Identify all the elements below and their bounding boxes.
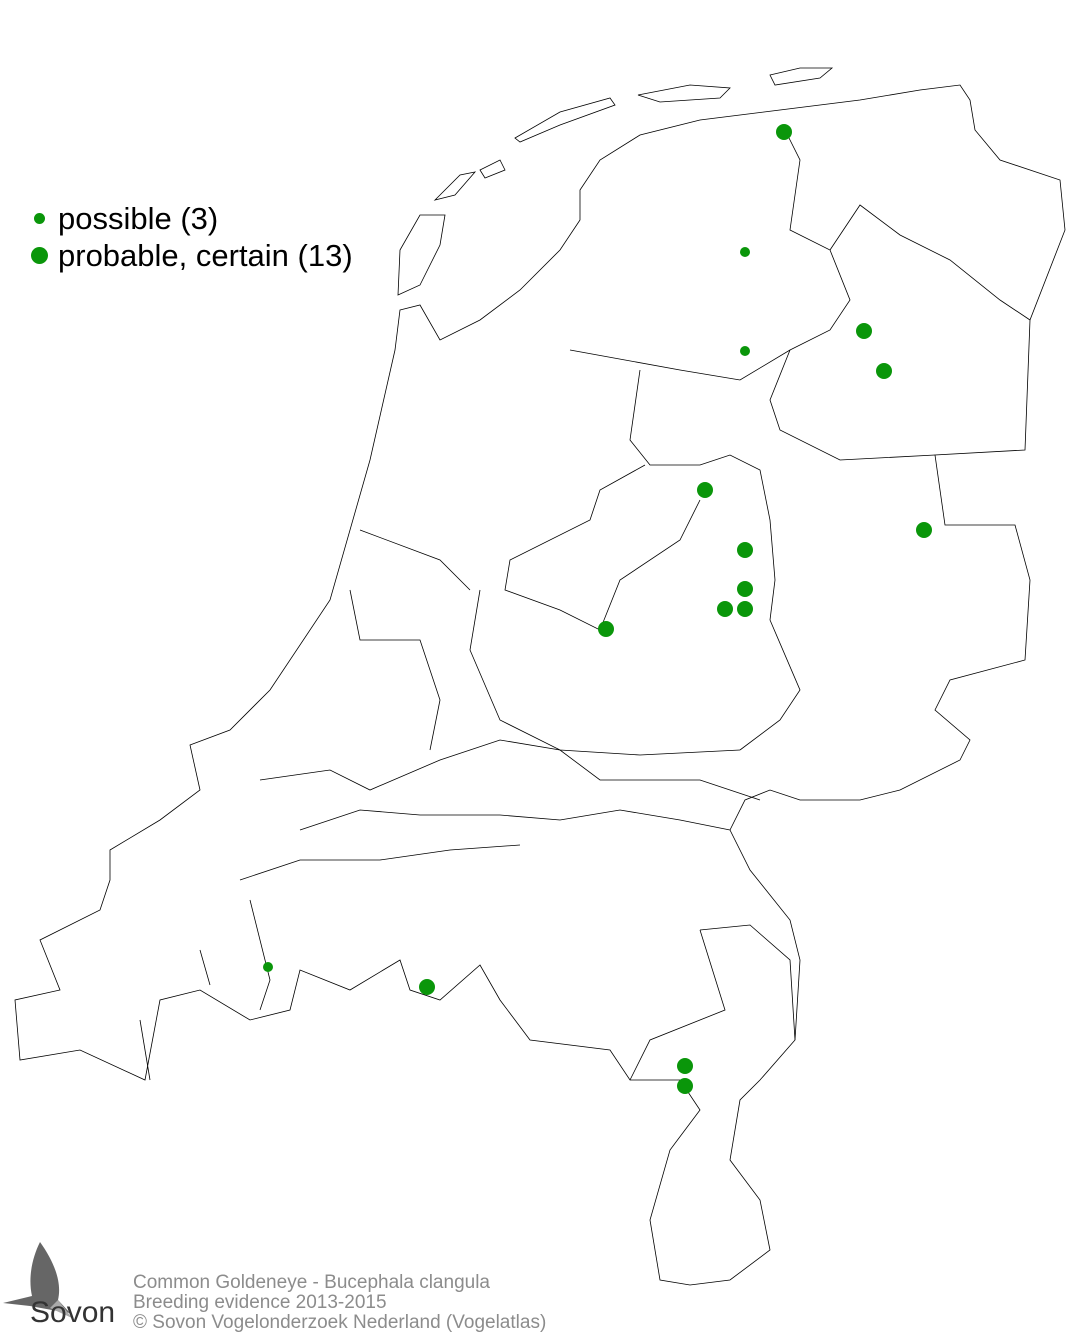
- river: [299, 809, 731, 831]
- river: [239, 844, 521, 881]
- province-border: [629, 369, 801, 751]
- observation-dots: [263, 124, 932, 1094]
- large-dot-icon: [30, 247, 48, 264]
- sovon-swallow-logo: [3, 1242, 72, 1318]
- possible-dot: [263, 962, 273, 972]
- island-texel: [397, 214, 446, 296]
- possible-dot: [740, 247, 750, 257]
- probable-certain-dot: [776, 124, 792, 140]
- probable-certain-dot: [737, 542, 753, 558]
- province-border: [349, 529, 471, 751]
- probable-certain-dot: [677, 1058, 693, 1074]
- mainland-border: [14, 84, 1066, 1286]
- possible-dot: [740, 346, 750, 356]
- province-border: [469, 589, 741, 756]
- copyright: © Sovon Vogelonderzoek Nederland (Vogela…: [133, 1312, 547, 1333]
- probable-certain-dot: [737, 601, 753, 617]
- period-subtitle: Breeding evidence 2013-2015: [133, 1292, 387, 1313]
- probable-certain-dot: [697, 482, 713, 498]
- island-terschelling: [479, 159, 506, 179]
- province-border: [569, 129, 851, 381]
- probable-certain-dot: [737, 581, 753, 597]
- flevoland-border: [504, 464, 701, 631]
- probable-certain-dot: [916, 522, 932, 538]
- map-outline: [14, 67, 1066, 1286]
- island-rottum: [769, 67, 834, 86]
- logo-text: Sovon: [30, 1296, 116, 1329]
- probable-certain-dot: [876, 363, 892, 379]
- river: [259, 739, 761, 801]
- probable-certain-dot: [717, 601, 733, 617]
- probable-certain-dot: [677, 1078, 693, 1094]
- province-border: [829, 204, 1031, 321]
- probable-certain-dot: [598, 621, 614, 637]
- probable-certain-dot: [856, 323, 872, 339]
- legend: possible (3) probable, certain (13): [28, 200, 353, 274]
- legend-label: probable, certain (13): [58, 237, 353, 273]
- province-border: [769, 349, 936, 461]
- island-schiermonnikoog: [637, 84, 731, 103]
- map-caption: Common Goldeneye - Bucephala clangula Br…: [133, 1273, 546, 1333]
- legend-item-possible: possible (3): [28, 200, 353, 237]
- probable-certain-dot: [419, 979, 435, 995]
- species-title: Common Goldeneye - Bucephala clangula: [133, 1272, 490, 1293]
- province-border: [139, 899, 271, 1081]
- island-vlieland: [433, 171, 477, 201]
- province-border: [629, 924, 796, 1081]
- small-dot-icon: [33, 213, 45, 224]
- legend-item-probable-certain: probable, certain (13): [28, 237, 353, 274]
- island-ameland: [514, 97, 616, 143]
- legend-label: possible (3): [58, 200, 219, 236]
